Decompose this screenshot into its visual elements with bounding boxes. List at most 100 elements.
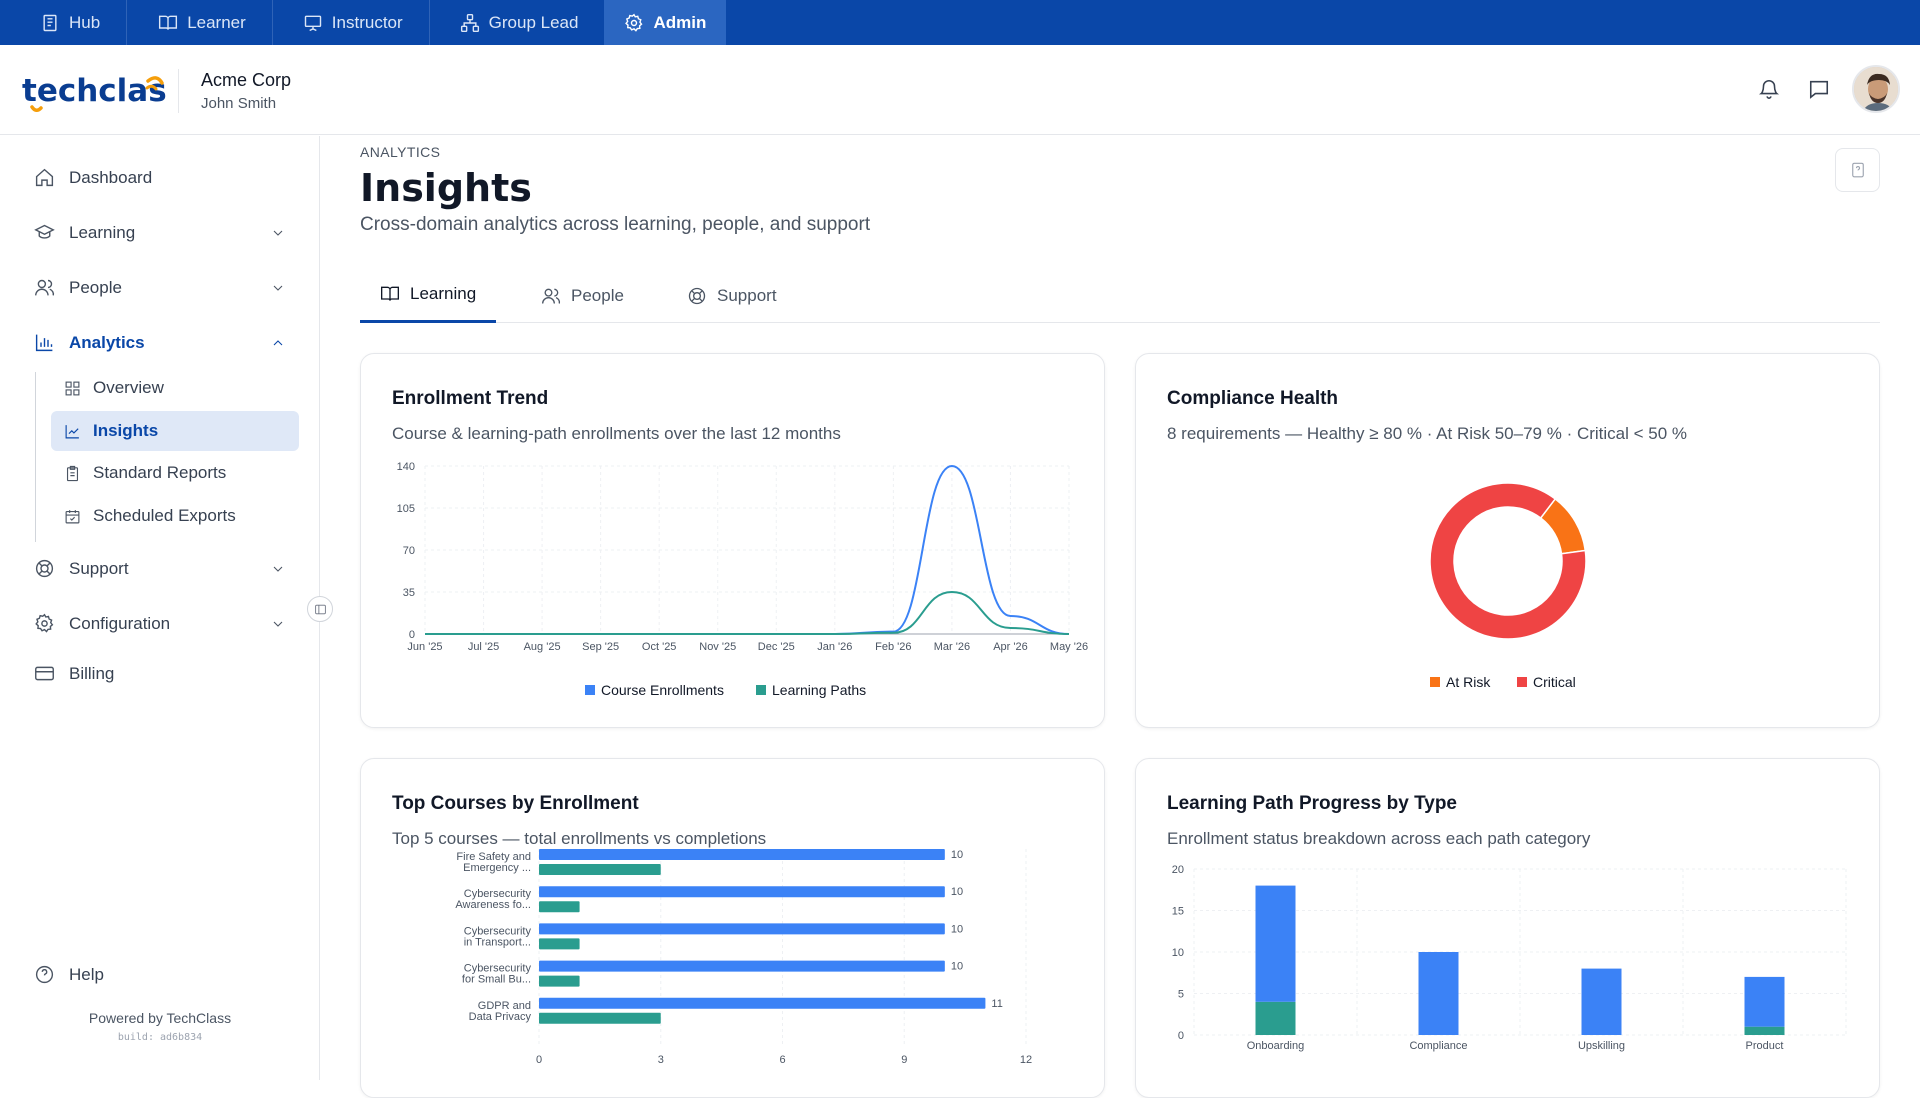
chevron-down-icon — [273, 230, 283, 236]
bell-icon — [1758, 80, 1780, 99]
y-tick-label: in Transport... — [464, 936, 531, 948]
legend-label: Course Enrollments — [601, 682, 724, 698]
chevron-down-icon — [273, 566, 283, 572]
sidebar-item-analytics[interactable]: Analytics — [34, 332, 284, 353]
submenu-guide-line — [35, 372, 36, 542]
sidebar-subitem-label: Insights — [93, 421, 159, 440]
tab-label: Support — [717, 285, 777, 305]
avatar[interactable] — [1852, 65, 1900, 113]
x-tick-label: Product — [1746, 1040, 1784, 1052]
card-subtitle: Course & learning-path enrollments over … — [392, 424, 841, 443]
x-tick-label: 9 — [901, 1054, 907, 1066]
legend-swatch — [585, 685, 595, 695]
pie-slice — [1429, 482, 1587, 640]
x-tick-label: Nov '25 — [699, 641, 736, 653]
x-tick-label: Mar '26 — [934, 641, 970, 653]
x-tick-label: Aug '25 — [524, 641, 561, 653]
gear-icon — [625, 13, 643, 32]
help-circle-icon — [35, 965, 54, 984]
x-tick-label: Jun '25 — [407, 641, 442, 653]
sidebar-item-configuration[interactable]: Configuration — [34, 613, 284, 634]
bar — [539, 960, 945, 972]
legend-swatch — [1430, 677, 1440, 687]
top-courses-card: Top Courses by Enrollment Top 5 courses … — [360, 758, 1105, 1098]
divider — [428, 0, 430, 45]
topnav-group-lead[interactable]: Group Lead — [430, 0, 605, 45]
y-tick-label: GDPR and — [478, 1000, 531, 1012]
sidebar-item-dashboard[interactable]: Dashboard — [34, 167, 284, 188]
tab-people[interactable]: People — [541, 268, 624, 323]
y-tick-label: Data Privacy — [469, 1011, 532, 1023]
help-link[interactable]: Help — [34, 964, 284, 985]
card-title: Learning Path Progress by Type — [1167, 793, 1458, 814]
x-tick-label: Compliance — [1409, 1040, 1467, 1052]
tab-learning[interactable]: Learning — [360, 268, 497, 323]
topnav-admin[interactable]: Admin — [604, 0, 727, 45]
sidebar-subitem-label: Standard Reports — [93, 463, 227, 482]
chevron-up-icon — [273, 339, 283, 345]
bar — [539, 849, 945, 860]
y-tick-label: 35 — [403, 587, 415, 599]
sidebar-item-label: People — [69, 277, 122, 297]
bar — [539, 901, 580, 913]
card-title: Enrollment Trend — [392, 388, 549, 409]
y-tick-label: 0 — [1178, 1030, 1184, 1042]
topnav-hub[interactable]: Hub — [0, 0, 126, 45]
data-label: 11 — [991, 998, 1002, 1010]
bar — [539, 975, 580, 987]
build-id: build: ad6b834 — [117, 1032, 203, 1043]
sidebar-item-label: Billing — [69, 663, 115, 683]
page-help-button[interactable] — [1835, 148, 1880, 192]
sidebar-item-label: Learning — [69, 222, 136, 242]
bar — [539, 997, 986, 1009]
hub-icon — [43, 14, 57, 31]
collapse-sidebar-button[interactable] — [307, 596, 333, 622]
enrollment-trend-chart: 0 35 70 105 140 Jun '25 Jul '25 Aug '25 Sep '25 O… — [397, 461, 1088, 698]
messages-button[interactable] — [1808, 78, 1832, 102]
book-icon — [381, 286, 399, 301]
x-tick-label: Apr '26 — [993, 641, 1028, 653]
sidebar-subitem-standard-reports[interactable]: Standard Reports — [51, 453, 299, 493]
bar — [1255, 885, 1296, 1002]
calendar-icon — [65, 509, 80, 523]
bar — [1744, 1026, 1785, 1035]
org-info: Acme Corp John Smith — [201, 70, 291, 112]
bar-chart-icon — [35, 334, 53, 352]
help-document-icon — [1851, 162, 1864, 178]
topnav-instructor[interactable]: Instructor — [273, 0, 429, 45]
sidebar-item-people[interactable]: People — [34, 277, 284, 298]
sidebar-item-support[interactable]: Support — [34, 558, 284, 579]
tab-support[interactable]: Support — [687, 268, 777, 323]
home-icon — [35, 168, 54, 187]
techclass-logo[interactable]: techclass — [22, 67, 185, 112]
group-icon — [460, 13, 479, 32]
bar — [539, 938, 580, 950]
sidebar-subitem-overview[interactable]: Overview — [51, 368, 299, 408]
card-subtitle: 8 requirements — Healthy ≥ 80 % · At Ris… — [1167, 424, 1688, 443]
topnav-learner[interactable]: Learner — [127, 0, 272, 45]
sidebar-item-label: Dashboard — [69, 167, 153, 187]
users-icon — [35, 279, 55, 296]
credit-card-icon — [35, 666, 54, 681]
x-tick-label: Dec '25 — [758, 641, 795, 653]
series-line — [425, 590, 1070, 635]
users-icon — [542, 288, 561, 304]
y-tick-label: 0 — [409, 629, 415, 641]
sidebar-item-learning[interactable]: Learning — [34, 222, 284, 243]
y-tick-label: for Small Bu... — [462, 974, 531, 986]
y-tick-label: Emergency ... — [463, 862, 531, 874]
y-tick-label: Awareness fo... — [455, 899, 531, 911]
sidebar-item-label: Support — [69, 558, 129, 578]
sidebar-subitem-scheduled-exports[interactable]: Scheduled Exports — [51, 496, 299, 536]
x-tick-label: Sep '25 — [582, 641, 619, 653]
legend-label: Learning Paths — [772, 682, 866, 698]
card-title: Top Courses by Enrollment — [392, 793, 639, 814]
enrollment-trend-card: Enrollment Trend Course & learning-path … — [360, 353, 1105, 728]
notifications-button[interactable] — [1758, 78, 1782, 102]
page-title: Insights — [360, 166, 532, 210]
y-tick-label: 10 — [1172, 947, 1184, 959]
grid-icon — [65, 381, 80, 395]
sidebar-item-billing[interactable]: Billing — [34, 663, 284, 684]
sidebar-subitem-insights[interactable]: Insights — [51, 411, 299, 451]
